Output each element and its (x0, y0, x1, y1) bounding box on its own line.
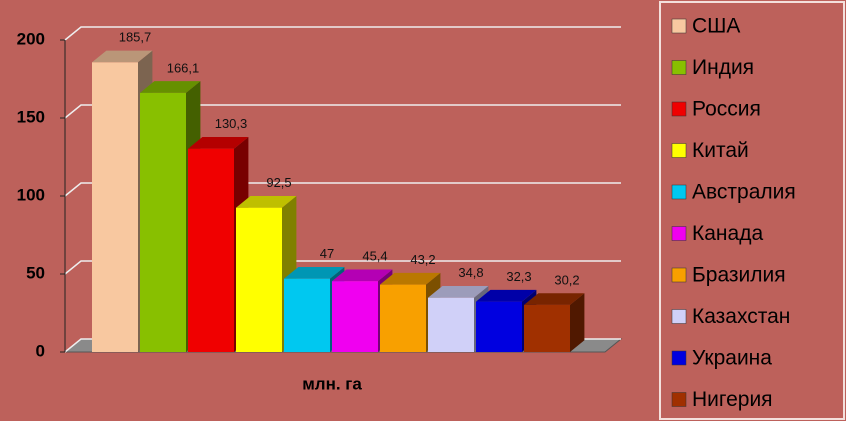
bar (428, 297, 474, 352)
bar (284, 278, 330, 352)
bar (332, 281, 378, 352)
bar-top (476, 289, 537, 302)
value-label: 32,3 (506, 269, 531, 284)
value-label: 45,4 (362, 249, 387, 264)
bar-top (236, 196, 297, 208)
y-tick-label: 200 (17, 29, 45, 48)
bar (140, 92, 186, 352)
legend-label: Нигерия (692, 388, 773, 411)
y-tick-label: 0 (36, 341, 45, 360)
bar (380, 284, 426, 352)
bar (476, 301, 522, 352)
bar-side (570, 293, 585, 352)
legend-swatch (671, 101, 687, 117)
bar (236, 207, 282, 352)
grid-line (64, 182, 621, 197)
legend-label: Бразилия (692, 264, 786, 287)
legend-label: Украина (692, 347, 772, 370)
bar (92, 62, 138, 353)
y-tick-label: 50 (26, 263, 45, 282)
legend-swatch (671, 309, 687, 324)
value-label: 43,2 (410, 252, 435, 267)
y-tick-label: 150 (17, 107, 45, 126)
legend-swatch (671, 392, 687, 407)
value-label: 30,2 (554, 272, 579, 287)
legend-label: Китай (692, 139, 749, 162)
legend-swatch (671, 184, 687, 200)
legend-label: Индия (692, 56, 754, 79)
grid-line (64, 104, 621, 119)
value-label: 92,5 (266, 175, 291, 190)
legend-label: Австралия (692, 181, 796, 204)
bar-top (188, 137, 249, 149)
bar-top (380, 272, 441, 285)
x-axis-label: млн. га (302, 374, 362, 393)
legend-swatch (671, 267, 687, 283)
legend-swatch (671, 226, 687, 241)
bar-top (140, 81, 201, 93)
legend-label: Канада (692, 222, 763, 245)
y-tick-label: 100 (17, 185, 45, 204)
legend-swatch (671, 60, 687, 75)
value-label: 166,1 (167, 60, 200, 75)
value-label: 130,3 (215, 116, 248, 131)
bar-top (428, 286, 489, 298)
value-label: 47 (320, 246, 334, 261)
legend-label: Россия (692, 98, 761, 121)
value-label: 34,8 (458, 265, 483, 280)
bar-top (332, 269, 393, 282)
legend-swatch (671, 18, 687, 34)
legend-swatch (671, 350, 687, 366)
legend-swatch (671, 143, 687, 158)
bar-top (92, 50, 153, 63)
legend-label: США (692, 15, 740, 38)
grid-line (64, 26, 621, 41)
bar (524, 304, 570, 352)
value-label: 185,7 (119, 30, 152, 45)
legend-box (659, 1, 845, 420)
bar-top (284, 266, 345, 279)
bar (188, 148, 234, 352)
grid-line (64, 260, 621, 275)
bar-top (524, 293, 585, 305)
legend-label: Казахстан (692, 305, 790, 328)
